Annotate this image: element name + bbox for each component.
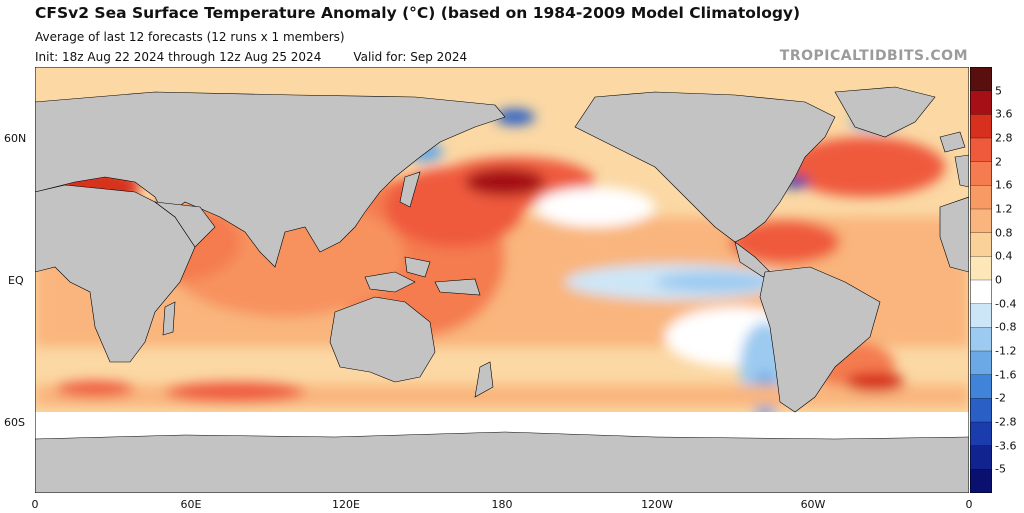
colorbar-tick-label: -1.6 <box>995 368 1017 382</box>
colorbar-swatch <box>970 185 992 210</box>
lon-label-60e: 60E <box>180 498 202 511</box>
map-title: CFSv2 Sea Surface Temperature Anomaly (°… <box>35 4 801 22</box>
colorbar-tick-label: 0 <box>995 273 1002 287</box>
colorbar-swatch <box>970 232 992 257</box>
lon-label-120e: 120E <box>332 498 360 511</box>
colorbar-tick-label: -1.2 <box>995 344 1017 358</box>
colorbar-swatch <box>970 469 992 493</box>
map-subtitle: Average of last 12 forecasts (12 runs x … <box>35 30 345 44</box>
colorbar-tick-label: 0.8 <box>995 226 1013 240</box>
colorbar-swatch <box>970 421 992 447</box>
lat-label-60s: 60S <box>4 416 25 429</box>
sst-anomaly-map <box>35 67 969 493</box>
colorbar-swatch <box>970 303 992 328</box>
colorbar-tick-label: -0.8 <box>995 320 1017 334</box>
watermark: TROPICALTIDBITS.COM <box>779 48 968 64</box>
colorbar-swatch <box>970 114 992 139</box>
colorbar-tick-label: -0.4 <box>995 297 1017 311</box>
colorbar-swatch <box>970 137 992 163</box>
lat-label-60n: 60N <box>4 132 27 145</box>
colorbar-swatch <box>970 327 992 352</box>
colorbar-tick-label: 5 <box>995 84 1002 98</box>
colorbar-tick-label: 0.4 <box>995 249 1013 263</box>
lon-label-0: 0 <box>31 498 39 511</box>
colorbar-tick-label: 3.6 <box>995 107 1013 121</box>
colorbar-swatch <box>970 374 992 399</box>
colorbar-tick-label: -2 <box>995 391 1006 405</box>
colorbar-tick-label: 2 <box>995 155 1002 169</box>
colorbar-swatch <box>970 350 992 376</box>
colorbar-swatch <box>970 445 992 470</box>
colorbar-swatch <box>970 279 992 305</box>
init-line: Init: 18z Aug 22 2024 through 12z Aug 25… <box>35 50 467 64</box>
colorbar-swatch <box>970 161 992 186</box>
valid-text: Valid for: Sep 2024 <box>353 50 468 64</box>
colorbar-tick-label: 1.6 <box>995 178 1013 192</box>
colorbar-swatch <box>970 90 992 115</box>
colorbar-tick-label: -3.6 <box>995 439 1017 453</box>
colorbar-swatch <box>970 398 992 423</box>
colorbar <box>970 67 992 493</box>
colorbar-tick-label: 2.8 <box>995 131 1013 145</box>
lon-label-60w: 60W <box>800 498 826 511</box>
colorbar-swatch <box>970 208 992 234</box>
colorbar-swatch <box>970 67 992 92</box>
colorbar-tick-label: -2.8 <box>995 415 1017 429</box>
lon-label-180: 180 <box>491 498 513 511</box>
lat-label-eq: EQ <box>8 274 24 287</box>
colorbar-swatch <box>970 256 992 281</box>
colorbar-tick-label: -5 <box>995 462 1006 476</box>
land-masses <box>35 86 969 413</box>
lon-label-120w: 120W <box>641 498 673 511</box>
lon-label-0-end: 0 <box>965 498 973 511</box>
init-text: Init: 18z Aug 22 2024 through 12z Aug 25… <box>35 50 322 64</box>
antarctica <box>35 431 969 493</box>
colorbar-tick-label: 1.2 <box>995 202 1013 216</box>
